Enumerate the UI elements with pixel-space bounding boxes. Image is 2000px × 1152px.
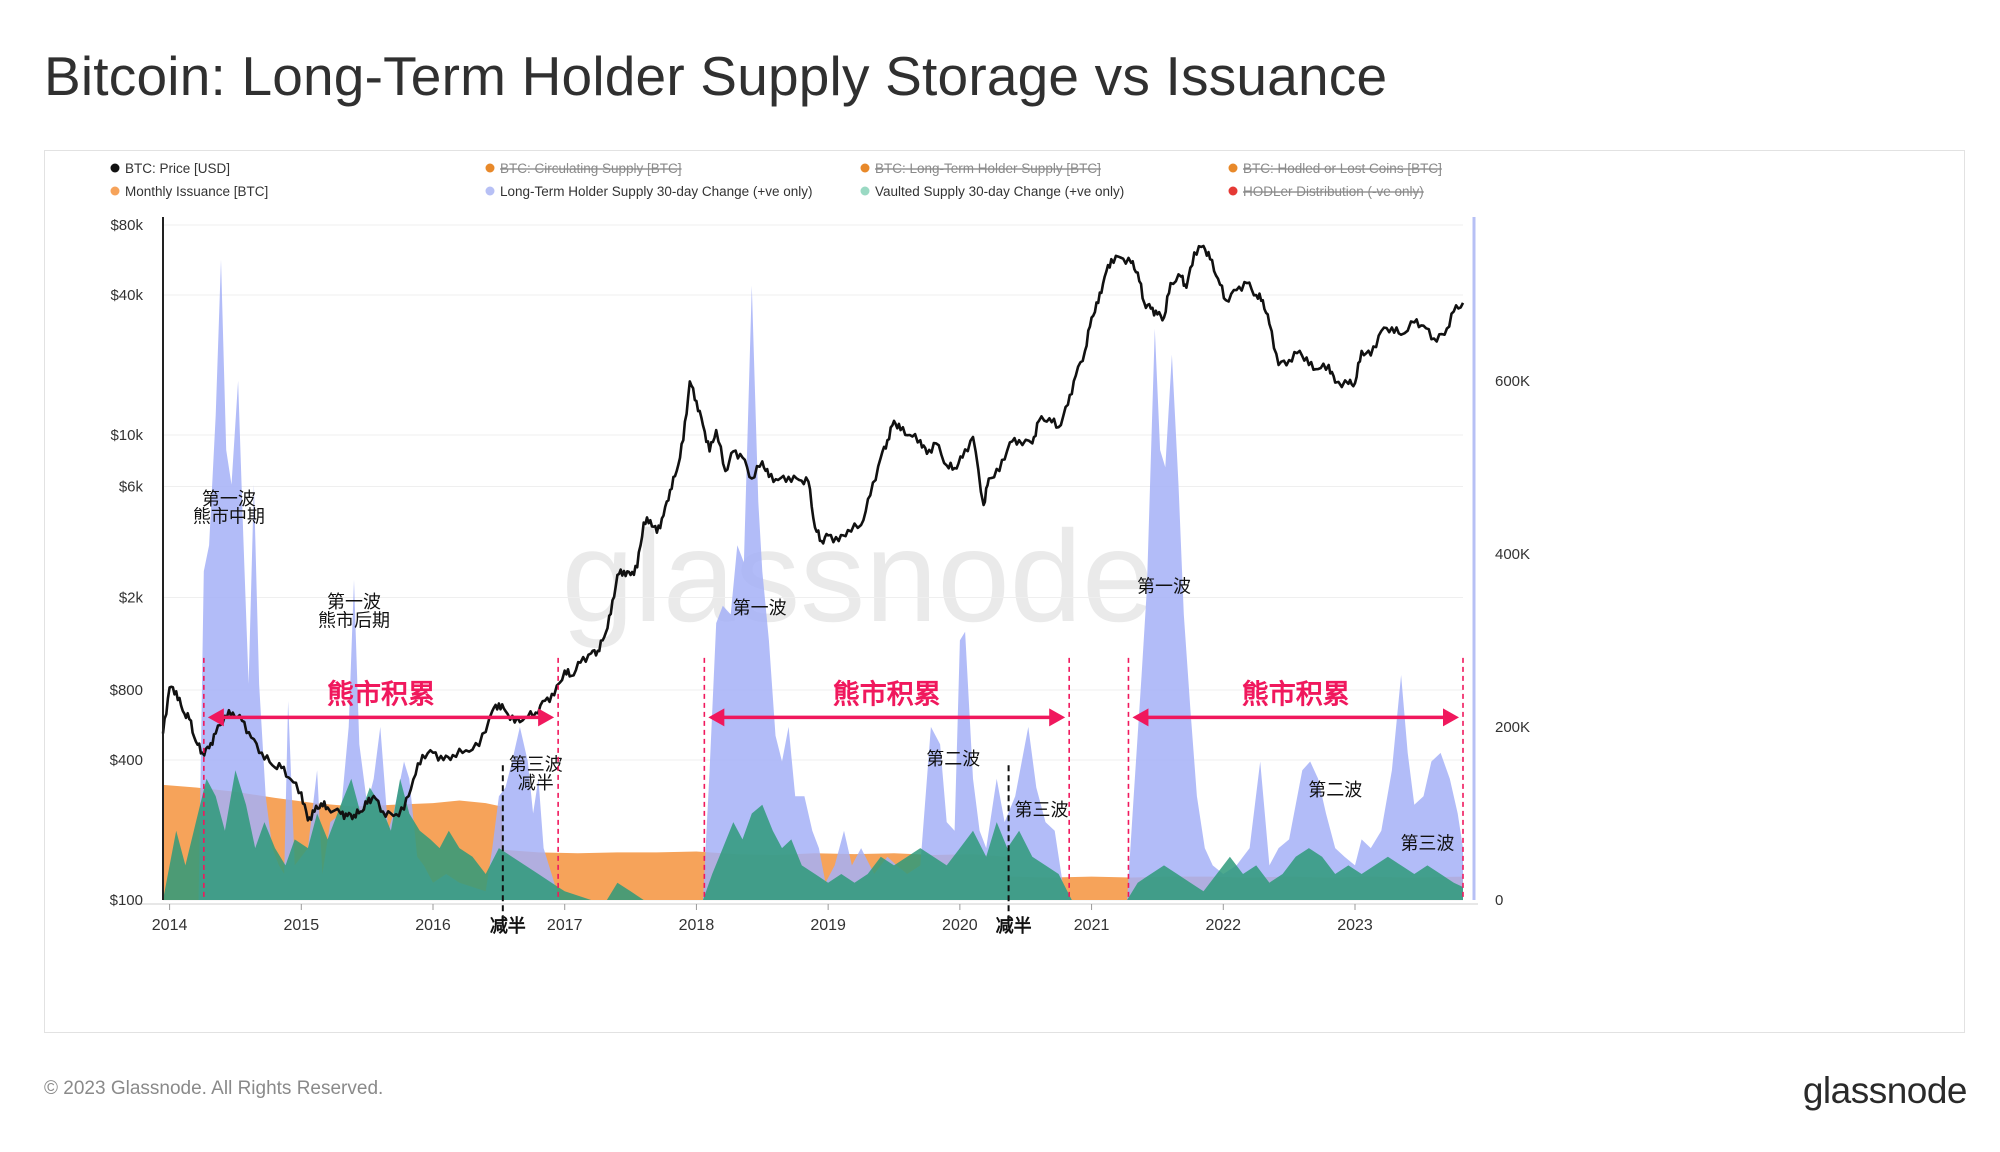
x-tick-label: 2016 bbox=[415, 917, 451, 934]
x-tick-label: 2021 bbox=[1074, 917, 1110, 934]
wave-annotation: 第三波 bbox=[1400, 833, 1454, 854]
legend-label: HODLer Distribution (-ve only) bbox=[1243, 184, 1424, 199]
y-left-tick-label: $400 bbox=[110, 752, 143, 769]
x-tick-label: 2020 bbox=[942, 917, 978, 934]
y-right-tick-label: 600K bbox=[1495, 373, 1530, 390]
y-left-tick-label: $80k bbox=[110, 217, 143, 234]
lth-supply-change-area bbox=[163, 259, 1463, 901]
x-tick-label: 2015 bbox=[284, 917, 320, 934]
wave-annotation: 第一波 bbox=[1137, 577, 1191, 598]
y-right-tick-label: 400K bbox=[1495, 546, 1530, 563]
range-arrow-head-right bbox=[1049, 708, 1066, 727]
wave-annotation: 熊市后期 bbox=[318, 611, 390, 632]
x-tick-label: 2019 bbox=[810, 917, 846, 934]
y-left-tick-label: $10k bbox=[110, 427, 143, 444]
legend-marker bbox=[110, 163, 120, 173]
wave-annotation: 第一波 bbox=[327, 592, 381, 613]
legend-marker bbox=[860, 186, 870, 196]
legend-marker bbox=[860, 163, 870, 173]
legend-marker bbox=[485, 163, 495, 173]
wave-annotation: 第二波 bbox=[1308, 780, 1362, 801]
page-title: Bitcoin: Long-Term Holder Supply Storage… bbox=[44, 45, 1388, 107]
range-arrow-head-left bbox=[207, 708, 224, 727]
legend-label: BTC: Circulating Supply [BTC] bbox=[500, 161, 682, 176]
y-left-tick-label: $100 bbox=[110, 892, 143, 909]
y-right-tick-label: 200K bbox=[1495, 719, 1530, 736]
wave-annotation: 熊市中期 bbox=[193, 507, 265, 528]
x-tick-label: 2022 bbox=[1205, 917, 1241, 934]
y-left-tick-label: $6k bbox=[119, 479, 144, 496]
wave-annotation: 第三波 bbox=[1015, 800, 1069, 821]
range-label: 熊市积累 bbox=[327, 678, 435, 710]
legend-marker bbox=[1228, 186, 1238, 196]
y-right-tick-label: 0 bbox=[1495, 892, 1503, 909]
wave-annotation: 第三波 bbox=[509, 755, 563, 776]
legend-marker bbox=[1228, 163, 1238, 173]
y-left-tick-label: $40k bbox=[110, 287, 143, 304]
legend-label: BTC: Price [USD] bbox=[125, 161, 230, 176]
y-left-tick-label: $2k bbox=[119, 589, 144, 606]
y-left-tick-label: $800 bbox=[110, 682, 143, 699]
halving-label: 减半 bbox=[490, 915, 526, 937]
glassnode-logo: glassnode bbox=[1802, 1070, 1968, 1111]
legend-label: Vaulted Supply 30-day Change (+ve only) bbox=[875, 184, 1124, 199]
legend-label: BTC: Long-Term Holder Supply [BTC] bbox=[875, 161, 1101, 176]
chart: glassnode $80k$40k$10k$6k$2k$800$400$100… bbox=[110, 161, 1530, 937]
wave-annotation: 减半 bbox=[518, 773, 554, 794]
legend-label: Monthly Issuance [BTC] bbox=[125, 184, 268, 199]
x-tick-label: 2014 bbox=[152, 917, 188, 934]
x-tick-label: 2018 bbox=[679, 917, 715, 934]
x-tick-label: 2023 bbox=[1337, 917, 1373, 934]
range-arrow-head-right bbox=[538, 708, 555, 727]
legend-marker bbox=[485, 186, 495, 196]
legend-marker bbox=[110, 186, 120, 196]
vaulted-supply-change-area bbox=[163, 770, 1463, 900]
copyright-text: © 2023 Glassnode. All Rights Reserved. bbox=[44, 1078, 384, 1099]
btc-price-line bbox=[161, 244, 1465, 822]
legend-label: Long-Term Holder Supply 30-day Change (+… bbox=[500, 184, 813, 199]
range-arrow-head-left bbox=[708, 708, 725, 727]
x-tick-label: 2017 bbox=[547, 917, 583, 934]
range-label: 熊市积累 bbox=[833, 678, 941, 710]
halving-label: 减半 bbox=[996, 915, 1032, 937]
range-arrow-head-left bbox=[1132, 708, 1149, 727]
range-label: 熊市积累 bbox=[1242, 678, 1350, 710]
chart-frame: glassnode $80k $40k $10k $6k $2k $800 $400 $100… bbox=[44, 150, 1965, 1033]
wave-annotation: 第一波 bbox=[733, 598, 787, 619]
wave-annotation: 第一波 bbox=[202, 489, 256, 510]
legend-label: BTC: Hodled or Lost Coins [BTC] bbox=[1243, 161, 1442, 176]
range-arrow-head-right bbox=[1443, 708, 1459, 727]
wave-annotation: 第二波 bbox=[926, 749, 980, 770]
